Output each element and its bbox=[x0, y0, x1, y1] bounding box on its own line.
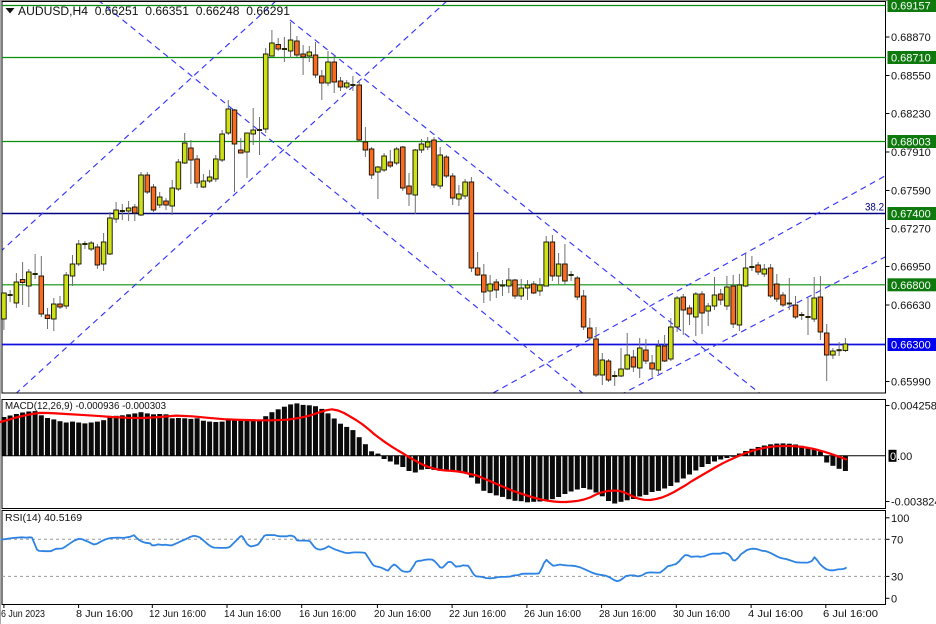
svg-text:6 Jul 16:00: 6 Jul 16:00 bbox=[823, 608, 878, 620]
svg-text:0.69157: 0.69157 bbox=[891, 1, 931, 13]
svg-text:0: 0 bbox=[891, 593, 897, 605]
svg-text:20 Jun 16:00: 20 Jun 16:00 bbox=[374, 608, 431, 620]
svg-text:0.68003: 0.68003 bbox=[891, 137, 931, 149]
svg-text:0.67270: 0.67270 bbox=[891, 224, 931, 236]
svg-text:30 Jun 16:00: 30 Jun 16:00 bbox=[673, 608, 730, 620]
svg-text:MACD(12,26,9) -0.000936 -0.000: MACD(12,26,9) -0.000936 -0.000303 bbox=[5, 400, 166, 412]
svg-text:30: 30 bbox=[891, 571, 903, 583]
svg-text:0.67910: 0.67910 bbox=[891, 147, 931, 159]
svg-text:22 Jun 16:00: 22 Jun 16:00 bbox=[449, 608, 506, 620]
svg-text:AUDUSD,H4 0.66251 0.66351 0: AUDUSD,H4 0.66251 0.66351 0.66248 0.6629… bbox=[18, 6, 290, 18]
svg-text:0: 0 bbox=[890, 451, 896, 463]
svg-text:0.68710: 0.68710 bbox=[891, 53, 931, 65]
svg-text:12 Jun 16:00: 12 Jun 16:00 bbox=[149, 608, 206, 620]
svg-text:28 Jun 16:00: 28 Jun 16:00 bbox=[599, 608, 656, 620]
svg-text:70: 70 bbox=[891, 534, 903, 546]
svg-text:0.67400: 0.67400 bbox=[891, 209, 931, 221]
svg-text:-0.003824: -0.003824 bbox=[891, 497, 936, 509]
svg-text:26 Jun 16:00: 26 Jun 16:00 bbox=[524, 608, 581, 620]
svg-text:.00: .00 bbox=[897, 451, 912, 463]
svg-text:100: 100 bbox=[891, 513, 909, 525]
svg-text:14 Jun 16:00: 14 Jun 16:00 bbox=[224, 608, 281, 620]
svg-text:0.004258: 0.004258 bbox=[891, 401, 936, 413]
svg-text:0.66800: 0.66800 bbox=[891, 280, 931, 292]
svg-text:8 Jun 16:00: 8 Jun 16:00 bbox=[76, 608, 133, 620]
svg-text:0.66950: 0.66950 bbox=[891, 262, 931, 274]
svg-text:0.66300: 0.66300 bbox=[891, 340, 931, 352]
svg-text:6 Jun 2023: 6 Jun 2023 bbox=[1, 608, 45, 620]
svg-text:0.65990: 0.65990 bbox=[891, 377, 931, 389]
svg-text:0.66630: 0.66630 bbox=[891, 300, 931, 312]
svg-text:38.2: 38.2 bbox=[865, 202, 884, 214]
svg-text:16 Jun 16:00: 16 Jun 16:00 bbox=[299, 608, 356, 620]
svg-text:RSI(14) 40.5169: RSI(14) 40.5169 bbox=[5, 512, 82, 524]
svg-text:0.68870: 0.68870 bbox=[891, 32, 931, 44]
svg-text:0.67590: 0.67590 bbox=[891, 186, 931, 198]
svg-text:4 Jul 16:00: 4 Jul 16:00 bbox=[748, 608, 803, 620]
svg-text:0.68550: 0.68550 bbox=[891, 71, 931, 83]
svg-text:0.68230: 0.68230 bbox=[891, 109, 931, 121]
